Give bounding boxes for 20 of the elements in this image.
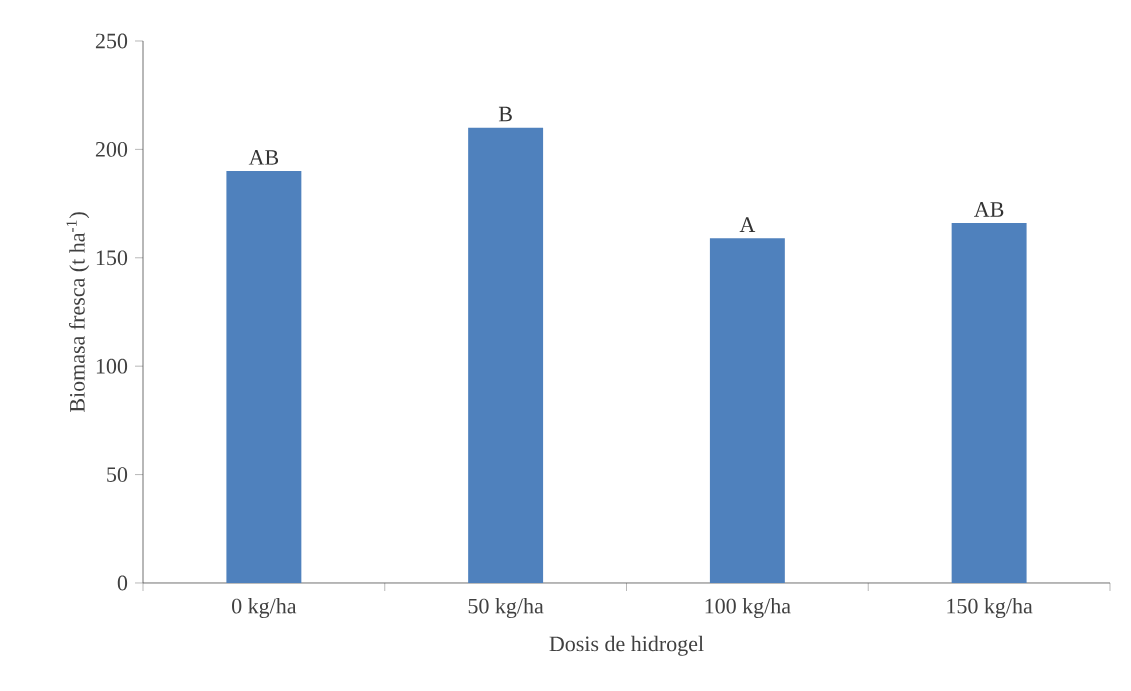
bar [468,127,544,583]
y-tick-label: 0 [117,575,128,591]
bar [951,223,1027,583]
annotation: A [739,217,756,232]
bar [709,238,785,583]
annotation: AB [974,202,1004,217]
x-tick-label: 0 kg/ha [232,598,297,619]
y-tick-label: 50 [107,467,128,483]
y-tick-label: 150 [96,250,128,266]
x-tick-label: 100 kg/ha [705,598,791,619]
y-axis-title: Biomasa fresca (t ha$^{-1}$) [66,212,90,413]
y-tick-label: 100 [96,358,128,374]
y-tick-label: 200 [95,141,128,157]
x-tick-label: 150 kg/ha [947,598,1033,619]
annotation: AB [248,150,279,165]
annotation: B [498,106,512,122]
y-tick-label: 250 [95,33,128,49]
x-tick-label: 50 kg/ha [468,598,544,619]
bar [226,171,302,583]
x-axis-title: Dosis de hidrogel [549,635,704,656]
